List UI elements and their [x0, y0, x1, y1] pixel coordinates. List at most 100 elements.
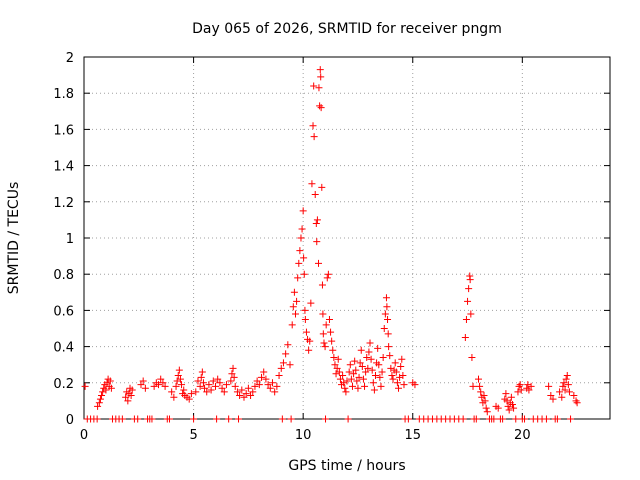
- data-point: [168, 388, 176, 396]
- data-point: [331, 361, 339, 369]
- data-point: [197, 373, 205, 381]
- data-point: [165, 415, 173, 423]
- data-point: [333, 364, 341, 372]
- data-point: [368, 366, 376, 374]
- data-point: [199, 379, 207, 387]
- data-point: [363, 353, 371, 361]
- data-point: [525, 386, 533, 394]
- data-point: [404, 415, 412, 423]
- data-point: [382, 294, 390, 302]
- data-point: [98, 391, 106, 399]
- data-point: [220, 388, 228, 396]
- data-point: [301, 315, 309, 323]
- data-point: [236, 391, 244, 399]
- data-point: [161, 382, 169, 390]
- data-point: [371, 372, 379, 380]
- data-point: [508, 401, 516, 409]
- data-point: [524, 381, 532, 389]
- data-point: [190, 415, 198, 423]
- data-point: [358, 363, 366, 371]
- data-point: [277, 364, 285, 372]
- data-point: [468, 353, 476, 361]
- data-point: [380, 325, 388, 332]
- data-point: [399, 372, 407, 380]
- data-point: [207, 386, 215, 394]
- data-point: [514, 388, 522, 396]
- data-point: [512, 415, 520, 423]
- data-point: [527, 382, 535, 390]
- data-point: [185, 395, 193, 403]
- data-point: [102, 386, 110, 394]
- data-point: [354, 384, 362, 392]
- data-point: [392, 368, 400, 376]
- data-point: [389, 375, 397, 383]
- data-point: [351, 357, 359, 365]
- data-point: [289, 303, 297, 311]
- data-point: [344, 415, 352, 423]
- data-point: [483, 408, 491, 416]
- data-point: [316, 66, 324, 74]
- data-point: [268, 379, 276, 387]
- data-point: [296, 247, 304, 255]
- data-point: [353, 377, 361, 385]
- data-point: [93, 415, 101, 423]
- data-point: [213, 415, 221, 423]
- data-point: [359, 375, 367, 383]
- data-point: [309, 122, 317, 130]
- data-point: [107, 384, 115, 392]
- data-point: [366, 339, 374, 347]
- data-point: [377, 382, 385, 390]
- data-point: [235, 415, 243, 423]
- data-point: [242, 390, 250, 398]
- x-tick-label: 20: [514, 428, 531, 443]
- data-point: [294, 274, 302, 282]
- data-point: [214, 375, 222, 383]
- data-point: [216, 379, 224, 387]
- data-point: [290, 288, 298, 296]
- data-point: [313, 216, 321, 224]
- data-point: [327, 328, 335, 336]
- data-point: [345, 368, 353, 376]
- data-point: [324, 270, 332, 278]
- data-point: [565, 388, 573, 396]
- data-point: [561, 386, 569, 394]
- data-point: [367, 355, 375, 363]
- data-point: [545, 382, 553, 390]
- data-point: [317, 73, 325, 81]
- data-point: [375, 361, 383, 369]
- data-point: [318, 281, 326, 289]
- data-point: [505, 406, 513, 414]
- data-point: [567, 415, 575, 423]
- data-point: [411, 381, 419, 389]
- data-point: [322, 321, 330, 329]
- data-point: [369, 379, 377, 387]
- data-point: [225, 415, 233, 423]
- data-point: [264, 381, 272, 389]
- data-point: [307, 299, 315, 307]
- data-point: [364, 364, 372, 372]
- data-point: [396, 373, 404, 381]
- data-point: [95, 399, 103, 407]
- data-point: [282, 350, 290, 358]
- data-point: [467, 310, 475, 318]
- data-point: [400, 381, 408, 389]
- data-point: [347, 375, 355, 383]
- data-point: [308, 180, 316, 188]
- data-point: [564, 381, 572, 389]
- data-point: [356, 359, 364, 367]
- data-point: [563, 372, 571, 380]
- data-point: [559, 382, 567, 390]
- data-point: [198, 368, 206, 376]
- y-axis-label: SRMTID / TECUs: [6, 182, 22, 295]
- data-point: [187, 390, 195, 398]
- data-point: [316, 102, 324, 110]
- data-point: [258, 373, 266, 381]
- data-point: [299, 207, 307, 215]
- data-point: [262, 375, 270, 383]
- data-point: [323, 274, 331, 282]
- data-point: [317, 104, 325, 112]
- data-point: [365, 348, 373, 356]
- data-point: [298, 225, 306, 233]
- data-point: [376, 373, 384, 381]
